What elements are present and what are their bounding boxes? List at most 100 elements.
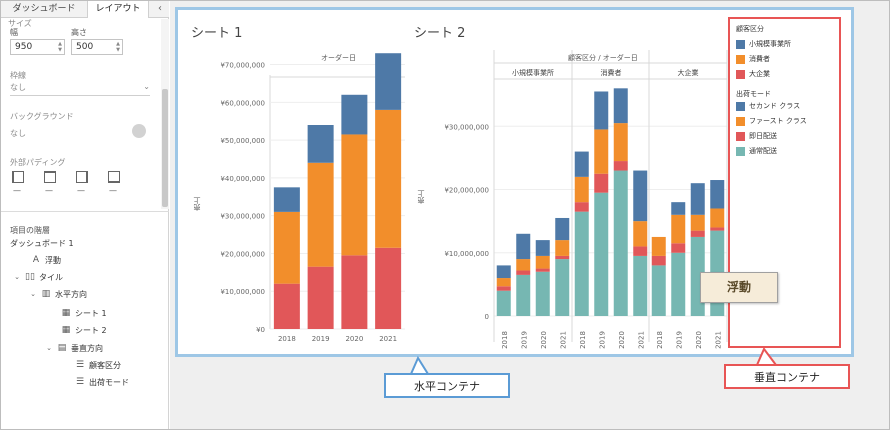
bar-segment [516,259,531,271]
bar-segment [690,214,705,231]
bar-segment [516,274,531,316]
background-color-picker[interactable] [132,124,146,138]
x-tick-label: 2019 [675,331,683,349]
padding-bottom-icon[interactable] [108,171,120,183]
tree-item-dashboard[interactable]: ダッシュボード 1 [10,236,74,250]
legend-swatch [736,131,745,141]
x-tick-label: 2018 [656,331,664,349]
tree-item-horizontal[interactable]: ⌄ ▥ 水平方向 [29,287,87,301]
padding-bottom-value: — [109,186,117,195]
x-tick-label: 2020 [540,331,548,349]
legend-swatch [736,39,745,49]
width-label: 幅 [10,28,18,37]
x-tick-label: 2021 [379,335,397,343]
padding-right-icon[interactable] [76,171,88,183]
size-section-label: サイズ [8,19,32,28]
floating-object[interactable]: 浮動 [700,272,778,303]
x-tick-label: 2018 [501,331,509,349]
bar-segment [671,243,686,253]
vertical-container-icon: ▤ [57,343,67,353]
tree-item-sheet2[interactable]: ▦ シート 2 [61,323,107,337]
background-value: なし [10,129,26,138]
bar-segment [496,278,511,287]
y-tick-label: ¥30,000,000 [444,123,489,131]
legend-swatch [736,101,745,111]
sheet2-header: 顧客区分 / オーダー日 [568,54,638,62]
legend-item[interactable]: ファースト クラス [736,116,807,126]
horizontal-container-icon: ▥ [41,289,51,299]
y-tick-label: ¥10,000,000 [444,250,489,258]
legend-item[interactable]: セカンド クラス [736,101,800,111]
legend-item[interactable]: 大企業 [736,69,770,79]
y-tick-label: ¥70,000,000 [220,62,265,70]
height-spinner-icon[interactable]: ▲ ▼ [116,41,120,53]
segment-legend-title: 顧客区分 [736,25,764,33]
tree-item-ship-legend[interactable]: ☰ 出荷モード [75,375,129,389]
tree-item-label: 水平方向 [55,289,87,299]
tree-item-float[interactable]: A 浮動 [31,253,61,267]
legend-item[interactable]: 通常配送 [736,146,777,156]
width-input[interactable]: 950 ▲ ▼ [10,39,65,55]
height-label: 高さ [71,28,87,37]
tab-dashboard[interactable]: ダッシュボード [12,4,76,14]
x-tick-label: 2019 [312,335,330,343]
bar-segment [341,94,368,135]
bar-segment [496,265,511,279]
x-tick-label: 2018 [278,335,296,343]
tree-item-label: ダッシュボード 1 [10,238,74,248]
bar-segment [273,211,300,284]
sheet2-ylabel: 売上 [417,190,425,204]
bar-segment [651,265,666,316]
tab-layout[interactable]: レイアウト [87,1,149,18]
bar-segment [496,290,511,316]
bar-segment [496,286,511,291]
x-tick-label: 2019 [598,331,606,349]
bar-segment [710,180,725,209]
bar-segment [535,268,550,272]
collapse-panel-icon[interactable]: ‹ [158,3,162,14]
padding-right-value: — [77,186,85,195]
tree-item-label: シート 2 [75,325,107,335]
horizontal-container-callout: 水平コンテナ [384,373,510,398]
bar-segment [613,88,628,124]
legend-label: セカンド クラス [749,102,801,110]
y-tick-label: ¥0 [256,326,265,334]
bar-segment [613,123,628,162]
legend-item[interactable]: 即日配送 [736,131,777,141]
bar-segment [341,134,368,256]
chevron-down-icon[interactable]: ⌄ [46,344,52,352]
bar-segment [633,221,648,247]
x-tick-label: 2019 [520,331,528,349]
tree-item-sheet1[interactable]: ▦ シート 1 [61,306,107,320]
tree-item-label: 顧客区分 [89,360,121,370]
height-input[interactable]: 500 ▲ ▼ [71,39,123,55]
tree-item-tiled[interactable]: ⌄ ▯▯ タイル [13,270,63,284]
bar-segment [307,266,334,329]
y-tick-label: ¥10,000,000 [220,288,265,296]
bar-segment [690,183,705,215]
y-tick-label: ¥20,000,000 [444,187,489,195]
legend-label: 消費者 [749,55,770,63]
bar-segment [375,53,402,110]
legend-label: 大企業 [749,70,770,78]
tree-item-vertical[interactable]: ⌄ ▤ 垂直方向 [45,341,103,355]
panel-scroll-thumb[interactable] [162,89,168,207]
y-tick-label: ¥50,000,000 [220,137,265,145]
width-spinner-icon[interactable]: ▲ ▼ [58,41,62,53]
tree-item-label: タイル [39,272,63,282]
legend-item[interactable]: 消費者 [736,54,770,64]
border-dropdown[interactable]: なし ⌄ [10,82,150,96]
legend-item[interactable]: 小規模事業所 [736,39,791,49]
chevron-down-icon[interactable]: ⌄ [14,273,20,281]
chevron-down-icon[interactable]: ⌄ [30,290,36,298]
padding-left-icon[interactable] [12,171,24,183]
ship-legend-title: 出荷モード [736,90,771,98]
bar-segment [375,109,402,248]
bar-segment [613,170,628,316]
y-tick-label: ¥60,000,000 [220,99,265,107]
tree-item-label: 出荷モード [89,377,129,387]
padding-top-icon[interactable] [44,171,56,183]
sheet2-title: シート 2 [414,26,466,41]
legend-label: 通常配送 [749,147,777,155]
tree-item-segment-legend[interactable]: ☰ 顧客区分 [75,358,121,372]
